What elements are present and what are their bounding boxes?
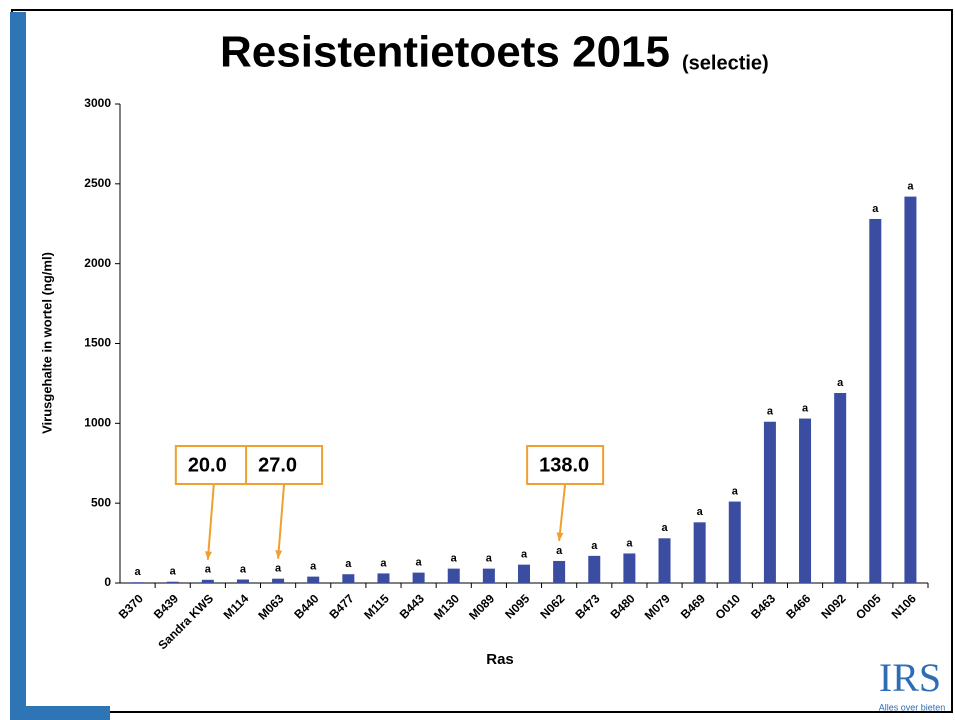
x-tick-label: M089 — [466, 591, 497, 622]
bar — [764, 422, 776, 583]
y-tick-label: 500 — [91, 495, 111, 509]
x-tick-label: B440 — [291, 591, 321, 621]
y-tick-label: 3000 — [84, 96, 111, 110]
significance-letter: a — [837, 377, 844, 389]
bar — [904, 197, 916, 583]
bar — [377, 573, 389, 583]
significance-letter: a — [486, 553, 493, 565]
y-tick-label: 0 — [104, 575, 111, 589]
logo-tagline: Alles over bieten — [879, 702, 946, 712]
significance-letter: a — [521, 549, 528, 561]
significance-letter: a — [907, 181, 914, 193]
significance-letter: a — [240, 563, 247, 575]
x-tick-label: B480 — [608, 591, 638, 621]
bar — [237, 579, 249, 583]
bar — [307, 577, 319, 583]
significance-letter: a — [135, 566, 142, 578]
annotation-text: 138.0 — [539, 454, 589, 476]
x-tick-label: B477 — [327, 591, 357, 621]
chart-title: Resistentietoets 2015 — [220, 28, 670, 77]
bar — [167, 582, 179, 583]
bar — [132, 582, 144, 583]
y-axis-label: Virusgehalte in wortel (ng/ml) — [39, 252, 54, 434]
bar — [448, 569, 460, 583]
bar — [869, 219, 881, 583]
annotation-text: 27.0 — [258, 454, 297, 476]
y-tick-label: 1500 — [84, 336, 111, 350]
x-tick-label: N095 — [502, 591, 532, 621]
bar — [694, 522, 706, 583]
x-tick-label: B466 — [783, 591, 813, 621]
logo-name: IRS — [879, 655, 941, 700]
significance-letter: a — [732, 485, 739, 497]
x-tick-label: B473 — [572, 591, 602, 621]
bar — [729, 502, 741, 583]
chart-subtitle: (selectie) — [682, 52, 769, 74]
significance-letter: a — [802, 402, 809, 414]
bar — [518, 565, 530, 583]
bar — [272, 579, 284, 583]
bar — [553, 561, 565, 583]
significance-letter: a — [697, 506, 704, 518]
annotation-arrow — [208, 484, 214, 560]
significance-letter: a — [451, 553, 458, 565]
x-tick-label: M079 — [642, 591, 673, 622]
y-tick-label: 1000 — [84, 416, 111, 430]
bar — [413, 573, 425, 583]
bar — [588, 556, 600, 583]
x-tick-label: B463 — [748, 591, 778, 621]
significance-letter: a — [345, 558, 352, 570]
annotation-arrowhead — [205, 551, 212, 560]
significance-letter: a — [767, 406, 774, 418]
annotation-arrowhead — [275, 550, 282, 559]
x-tick-label: N092 — [818, 591, 848, 621]
x-tick-label: B439 — [151, 591, 181, 621]
annotation-arrow — [559, 484, 565, 541]
bar — [623, 553, 635, 583]
significance-letter: a — [661, 522, 668, 534]
significance-letter: a — [310, 561, 317, 573]
significance-letter: a — [170, 566, 177, 578]
significance-letter: a — [556, 545, 563, 557]
annotation-text: 20.0 — [188, 454, 227, 476]
accent-bar — [10, 706, 110, 720]
significance-letter: a — [626, 537, 633, 549]
x-axis-label: Ras — [486, 651, 514, 668]
bar — [834, 393, 846, 583]
significance-letter: a — [416, 557, 423, 569]
x-tick-label: M130 — [431, 591, 462, 622]
significance-letter: a — [872, 203, 879, 215]
slide: Resistentietoets 2015 (selectie) Virusge… — [0, 0, 955, 720]
significance-letter: a — [205, 564, 212, 576]
x-tick-label: O010 — [712, 591, 743, 622]
bar — [659, 538, 671, 583]
annotation-arrow — [278, 484, 284, 559]
y-tick-label: 2500 — [84, 176, 111, 190]
x-tick-label: B443 — [397, 591, 427, 621]
bar — [799, 419, 811, 583]
accent-bar — [10, 12, 26, 712]
x-tick-label: M063 — [255, 591, 286, 622]
x-tick-label: B469 — [678, 591, 708, 621]
x-tick-label: N062 — [537, 591, 567, 621]
bar — [483, 569, 495, 583]
x-tick-label: B370 — [116, 591, 146, 621]
x-tick-label: M114 — [221, 591, 252, 622]
bar — [202, 580, 214, 583]
x-tick-label: N106 — [889, 591, 919, 621]
significance-letter: a — [275, 563, 282, 575]
bar — [342, 574, 354, 583]
y-tick-label: 2000 — [84, 256, 111, 270]
x-tick-label: M115 — [361, 591, 392, 622]
significance-letter: a — [591, 540, 598, 552]
x-tick-label: O005 — [853, 591, 884, 622]
significance-letter: a — [380, 557, 387, 569]
